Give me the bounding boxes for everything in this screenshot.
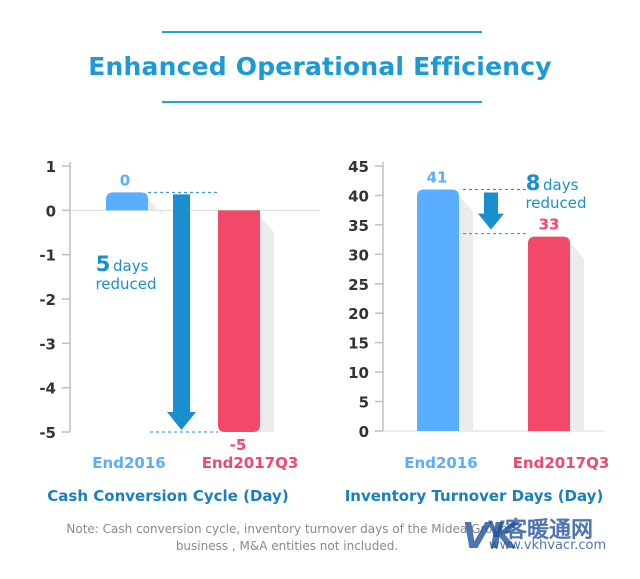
- chart2-y-tick-label: 5: [359, 394, 369, 412]
- watermark-cn: V客暖通网: [488, 518, 594, 543]
- chart2-annotation-text: reduced: [525, 194, 586, 212]
- chart1-bar-shadow: [260, 216, 274, 432]
- chart2-y-tick-label: 45: [348, 158, 369, 176]
- chart2-y-tick-label: 25: [348, 276, 369, 294]
- watermark-logo: VK: [462, 516, 518, 557]
- chart1-y-tick-label: 1: [46, 158, 56, 176]
- chart2-category-label: End2016: [404, 454, 477, 472]
- watermark-url: www.vkhvacr.com: [489, 538, 607, 553]
- chart2-y-tick-label: 30: [348, 246, 369, 264]
- title-rule-top: [162, 31, 482, 33]
- chart1-y-tick-label: 0: [46, 202, 56, 220]
- chart1-category-label: End2016: [92, 454, 165, 472]
- chart2-y-tick-label: 40: [348, 187, 369, 205]
- chart2-y-tick-label: 10: [348, 364, 369, 382]
- chart1-bar-end2017q3: [218, 210, 260, 432]
- chart2-y-tick-label: 15: [348, 335, 369, 353]
- chart2-annotation-number: 8: [526, 171, 541, 195]
- chart2-data-label: 33: [539, 216, 560, 234]
- chart2-y-tick-label: 0: [359, 423, 369, 441]
- footnote: Note: Cash conversion cycle, inventory t…: [66, 522, 508, 553]
- chart2-annotation-unit: days: [543, 176, 579, 194]
- chart1-data-label: 0: [120, 171, 130, 189]
- chart2-y-tick-label: 35: [348, 217, 369, 235]
- chart2-y-tick-label: 20: [348, 305, 369, 323]
- chart1-y-tick-label: -3: [39, 335, 56, 353]
- chart2-category-label: End2017Q3: [513, 454, 610, 472]
- chart2-bar-shadow: [459, 195, 473, 431]
- chart1-annotation-number: 5: [96, 252, 111, 276]
- chart2-data-label: 41: [427, 169, 448, 187]
- page-title: Enhanced Operational Efficiency: [88, 52, 552, 81]
- chart2-bar-shadow: [570, 242, 584, 431]
- chart1-annotation-unit: days: [113, 257, 149, 275]
- chart1-bar-end2016: [106, 192, 148, 211]
- chart2-reduction-arrow: [478, 192, 504, 230]
- chart1-title: Cash Conversion Cycle (Day): [47, 487, 288, 505]
- chart1-y-tick-label: -2: [39, 291, 56, 309]
- chart1-bar-shadow: [148, 198, 162, 215]
- chart2-title: Inventory Turnover Days (Day): [345, 487, 604, 505]
- chart1-y-tick-label: -5: [39, 424, 56, 442]
- chart1-annotation-text: reduced: [95, 275, 156, 293]
- title-rule-bottom: [162, 101, 482, 103]
- chart1-data-label: -5: [230, 436, 247, 454]
- chart1-y-tick-label: -1: [39, 247, 56, 265]
- chart1-y-tick-label: -4: [39, 380, 56, 398]
- chart1-reduction-arrow: [167, 194, 196, 430]
- chart2-bar-end2017q3: [528, 236, 570, 431]
- chart1-category-label: End2017Q3: [202, 454, 299, 472]
- chart2-bar-end2016: [417, 189, 459, 431]
